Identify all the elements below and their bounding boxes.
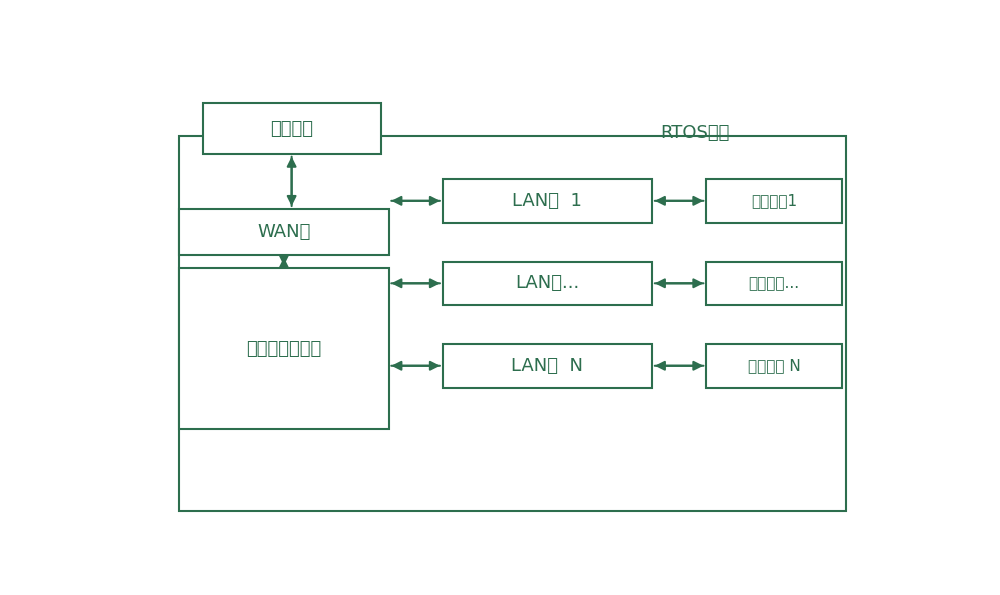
- Bar: [443, 179, 652, 223]
- Bar: [706, 262, 842, 305]
- Text: 接入设备 N: 接入设备 N: [748, 358, 800, 373]
- Text: RTOS系统: RTOS系统: [660, 124, 729, 142]
- Text: WAN口: WAN口: [257, 223, 311, 241]
- Bar: [443, 262, 652, 305]
- Bar: [443, 344, 652, 387]
- Bar: [202, 104, 381, 154]
- Text: LAN口  N: LAN口 N: [511, 357, 583, 375]
- Text: LAN口...: LAN口...: [515, 274, 580, 292]
- Text: LAN口  1: LAN口 1: [512, 192, 582, 210]
- Bar: [179, 209, 388, 255]
- Bar: [179, 136, 846, 511]
- Text: 接入设备...: 接入设备...: [748, 276, 800, 291]
- Text: 报文处理主线程: 报文处理主线程: [246, 340, 322, 358]
- Bar: [706, 179, 842, 223]
- Bar: [706, 344, 842, 387]
- Text: 出口设备: 出口设备: [270, 120, 313, 137]
- Text: 接入设备1: 接入设备1: [751, 193, 797, 208]
- Bar: [179, 268, 388, 429]
